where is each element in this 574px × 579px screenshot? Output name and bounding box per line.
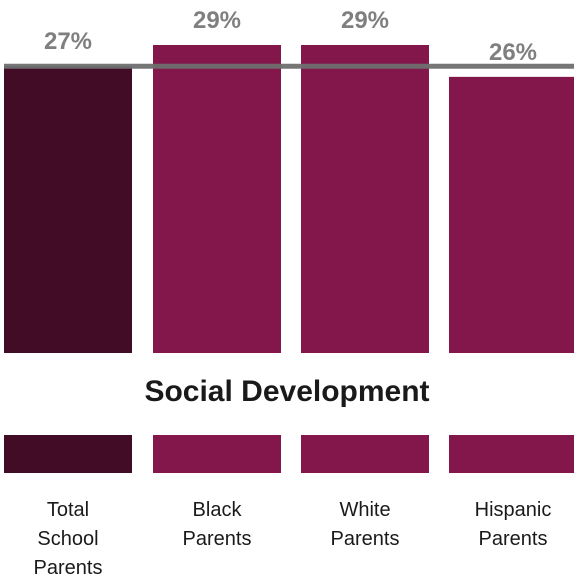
category-label-4: Hispanic Parents: [475, 499, 552, 550]
value-label-3: 29%: [341, 7, 389, 34]
bar-1: [4, 66, 132, 353]
bar-3: [301, 45, 429, 353]
lower-bar-2: [153, 435, 281, 473]
category-label-2: Black Parents: [183, 499, 252, 550]
upper-bar-group: [4, 45, 574, 354]
value-label-1: 27%: [44, 28, 92, 55]
bar-4: [449, 76, 574, 354]
value-label-4: 26%: [489, 39, 537, 66]
value-label-group: 27% 29% 29% 26%: [44, 7, 537, 66]
bar-2: [153, 45, 281, 353]
lower-bar-4: [449, 435, 574, 473]
value-label-2: 29%: [193, 7, 241, 34]
lower-bar-group: [4, 435, 574, 473]
lower-bar-1: [4, 435, 132, 473]
category-label-3: White Parents: [331, 499, 400, 550]
section-title: Social Development: [144, 375, 429, 408]
category-label-group: Total School Parents Black Parents White Paren…: [34, 499, 552, 579]
category-label-1: Total School Parents: [34, 499, 103, 579]
lower-bar-3: [301, 435, 429, 473]
